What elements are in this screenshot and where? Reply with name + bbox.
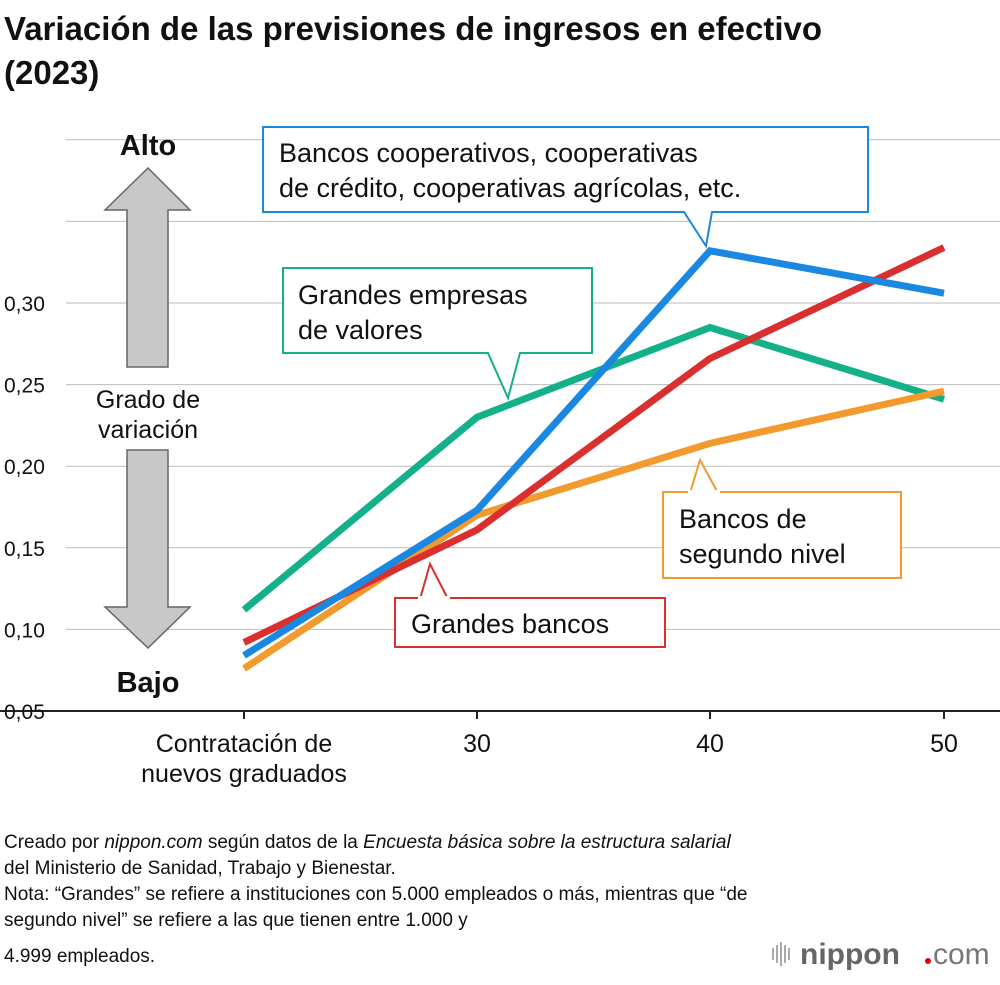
x-tick-label: Contratación de (156, 730, 333, 758)
series-label: Grandes bancos (411, 609, 609, 639)
x-tick-label: 40 (696, 730, 724, 758)
logo-bars-icon (772, 942, 790, 966)
series-label: Grandes empresas (298, 280, 528, 310)
note-line: Nota: “Grandes” se refiere a institucion… (4, 884, 748, 905)
source-line: Creado por nippon.com según datos de la … (4, 832, 731, 853)
y-axis-ticks: 0,05 0,10 0,15 0,20 0,25 0,30 (4, 293, 45, 724)
series-label: Bancos de (679, 504, 807, 534)
chart-subtitle: (2023) (4, 54, 99, 91)
note-line: segundo nivel” se refiere a las que tien… (4, 910, 468, 931)
source-line: del Ministerio de Sanidad, Trabajo y Bie… (4, 858, 396, 879)
scale-label: Grado de (96, 386, 200, 414)
callout-cooperativos: Bancos cooperativos, cooperativas de cré… (263, 127, 868, 246)
callout-grandes-empresas-valores: Grandes empresas de valores (283, 268, 592, 398)
down-arrow-icon (105, 450, 190, 648)
scale-indicator: Alto Bajo Grado de variación (96, 130, 200, 699)
note-line: 4.999 empleados. (4, 946, 155, 967)
callout-segundo-nivel: Bancos de segundo nivel (663, 460, 901, 578)
logo-text: nippon (800, 938, 900, 971)
series-label: de crédito, cooperativas agrícolas, etc. (279, 173, 741, 203)
scale-label: variación (98, 416, 198, 444)
callout-grandes-bancos: Grandes bancos (395, 564, 665, 647)
y-tick-label: 0,20 (4, 456, 45, 479)
logo-suffix: com (933, 938, 990, 971)
series-label: segundo nivel (679, 539, 846, 569)
y-tick-label: 0,10 (4, 619, 45, 642)
x-tick-label: 50 (930, 730, 958, 758)
series-label: Bancos cooperativos, cooperativas (279, 138, 698, 168)
series-label: de valores (298, 315, 423, 345)
x-tick-label: 30 (463, 730, 491, 758)
source-notes: Creado por nippon.com según datos de la … (4, 832, 748, 967)
y-tick-label: 0,15 (4, 538, 45, 561)
y-tick-label: 0,30 (4, 293, 45, 316)
y-tick-label: 0,25 (4, 375, 45, 398)
x-tick-label: nuevos graduados (141, 760, 347, 788)
nippon-logo: nippon com (772, 938, 990, 971)
y-tick-label: 0,05 (4, 701, 45, 724)
scale-high-label: Alto (120, 130, 176, 162)
scale-low-label: Bajo (117, 667, 180, 699)
up-arrow-icon (105, 168, 190, 367)
logo-dot (925, 958, 931, 964)
chart-title: Variación de las previsiones de ingresos… (4, 10, 822, 47)
